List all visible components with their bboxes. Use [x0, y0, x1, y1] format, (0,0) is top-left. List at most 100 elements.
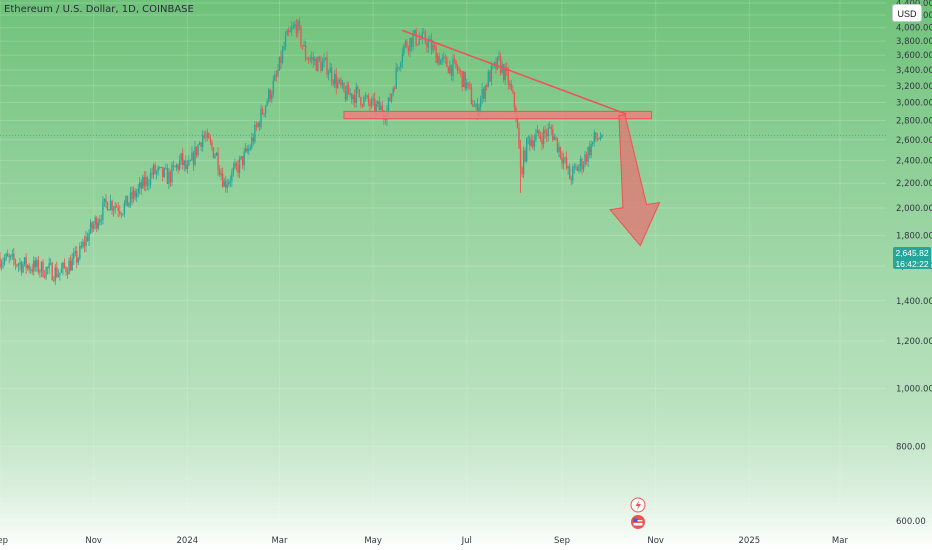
candle-body: [455, 60, 457, 68]
x-tick-label: 2025: [739, 536, 761, 546]
candle-body: [547, 128, 549, 137]
candle-body: [337, 81, 339, 88]
candle-body: [573, 166, 575, 168]
lightning-icon[interactable]: [630, 497, 646, 513]
candle-body: [363, 97, 365, 106]
candle-body: [579, 158, 582, 167]
candle-body: [592, 141, 594, 145]
candle-body: [352, 95, 354, 100]
projection-arrow: [609, 114, 661, 247]
candle-body: [513, 92, 516, 108]
candle-body: [234, 163, 236, 168]
candle-body: [92, 224, 95, 229]
candle-body: [272, 80, 275, 95]
candle-body: [205, 136, 207, 138]
candle-body: [26, 265, 29, 269]
candle-body: [397, 67, 399, 69]
candle-body: [504, 67, 506, 80]
candle-body: [283, 46, 285, 50]
candle-body: [60, 268, 63, 273]
candle-body: [99, 219, 101, 223]
candle-body: [297, 21, 299, 34]
candle-body: [320, 60, 322, 71]
candle-body: [131, 191, 133, 199]
x-tick-label: Sep: [554, 536, 570, 546]
y-tick-label: 2,400.00: [896, 157, 932, 167]
flag-icon[interactable]: [631, 515, 645, 529]
candle-body: [59, 272, 61, 275]
candle-body: [225, 180, 227, 188]
candle-body: [295, 24, 298, 34]
candle-body: [146, 177, 149, 185]
candle-body: [0, 258, 1, 268]
candle-body: [287, 30, 290, 33]
candle-body: [175, 164, 178, 168]
candle-body: [596, 138, 599, 140]
candle-body: [564, 157, 566, 159]
candle-body: [407, 47, 410, 52]
candle-body: [284, 35, 287, 47]
candle-body: [63, 262, 66, 268]
candle-body: [330, 67, 333, 81]
candle-body: [168, 171, 170, 184]
candle-body: [280, 56, 282, 63]
candle-body: [109, 200, 112, 210]
candle-body: [42, 261, 44, 277]
candle-body: [567, 166, 569, 169]
candle-body: [120, 213, 123, 215]
candle-body: [62, 262, 64, 269]
y-tick-label: 3,200.00: [896, 82, 932, 92]
candle-body: [275, 74, 278, 76]
annotations-layer[interactable]: [343, 29, 661, 247]
x-tick-label: Mar: [271, 536, 288, 546]
candle-body: [524, 150, 526, 162]
candle-body: [232, 167, 235, 172]
candle-body: [527, 137, 529, 138]
candle-body: [178, 160, 181, 170]
candle-body: [326, 57, 328, 75]
candle-body: [461, 71, 463, 87]
y-tick-label: 3,000.00: [896, 99, 932, 109]
currency-button[interactable]: USD: [892, 4, 922, 22]
candle-body: [274, 74, 276, 81]
candle-body: [194, 146, 196, 165]
candle-body: [587, 147, 589, 162]
x-tick-label: 2024: [177, 536, 199, 546]
candle-body: [309, 58, 311, 60]
candle-body: [349, 93, 351, 95]
candle-body: [53, 280, 55, 281]
candle-body: [572, 167, 574, 181]
candle-body: [315, 58, 318, 71]
candle-body: [529, 137, 531, 146]
candle-body: [406, 41, 408, 48]
candle-body: [105, 198, 107, 203]
candle-body: [45, 267, 47, 278]
candle-body: [364, 97, 367, 98]
candle-body: [578, 166, 580, 171]
candle-body: [16, 264, 18, 266]
candle-body: [36, 259, 38, 268]
candle-body: [286, 30, 288, 36]
candle-body: [158, 167, 161, 168]
time-axis[interactable]: Sep Nov 2024 Mar May Jul Sep Nov 2025 Mar: [0, 536, 848, 546]
candle-body: [152, 164, 155, 175]
candle-body: [544, 129, 546, 134]
candle-body: [10, 255, 12, 258]
candle-body: [361, 105, 364, 106]
candle-body: [220, 173, 222, 175]
candle-body: [301, 45, 304, 47]
candle-body: [139, 182, 141, 188]
candle-body: [140, 182, 142, 189]
candle-body: [312, 57, 314, 62]
candle-body: [211, 142, 213, 148]
candle-body: [590, 144, 592, 156]
candle-body: [83, 241, 86, 246]
candle-body: [599, 137, 602, 139]
candle-body: [97, 222, 99, 229]
candle-body: [43, 276, 46, 278]
candle-body: [562, 158, 565, 164]
candle-body: [255, 124, 258, 127]
candle-body: [189, 160, 192, 162]
candle-body: [88, 232, 90, 241]
